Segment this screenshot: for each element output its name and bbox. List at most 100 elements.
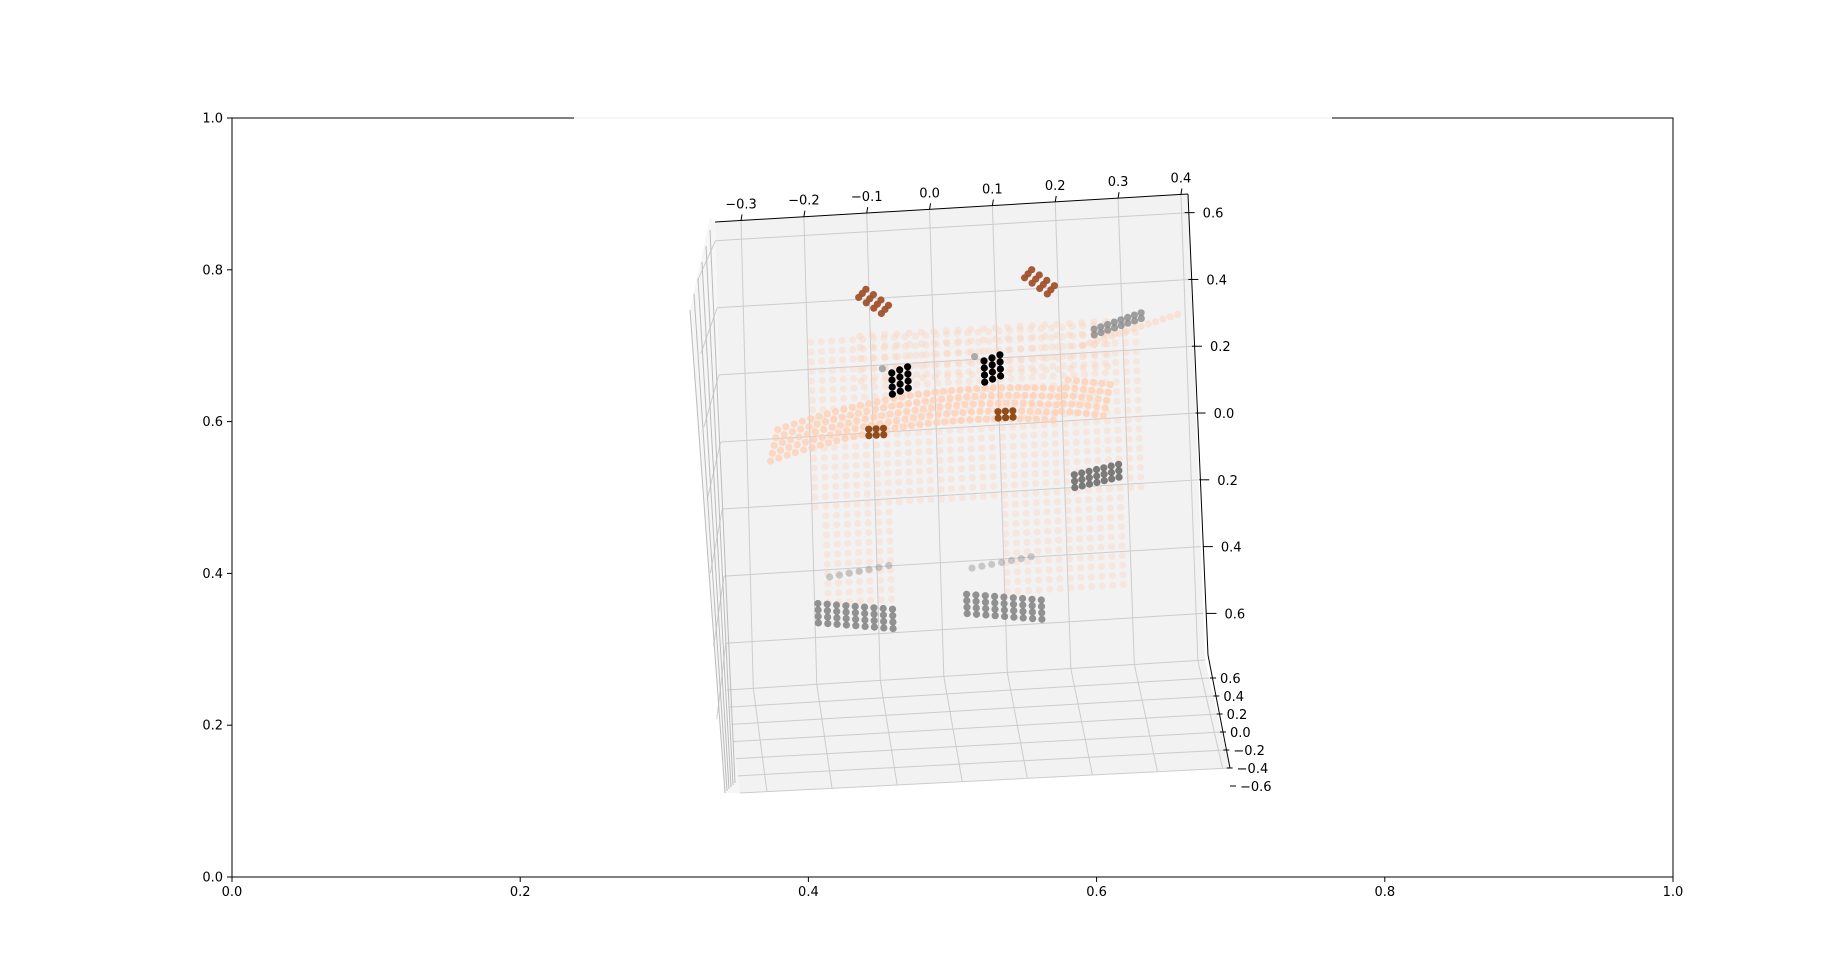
body-point-faint	[861, 393, 869, 401]
body-point-faint	[1065, 536, 1073, 544]
eye-point	[888, 390, 897, 398]
snout-point	[1091, 411, 1099, 419]
body-point-faint	[1132, 338, 1140, 346]
head-point	[1066, 353, 1074, 361]
z-tick-label-3d: 0.4	[1206, 273, 1227, 288]
body-point-faint	[1119, 561, 1127, 569]
hoof-point	[833, 607, 841, 616]
hoof-point	[814, 606, 822, 614]
body-point-faint	[842, 491, 851, 499]
body-point-faint	[988, 424, 996, 432]
snout-point	[981, 384, 989, 392]
back-point	[1137, 322, 1145, 330]
hoof-point	[833, 614, 841, 622]
body-point-faint	[1054, 527, 1062, 535]
snout-point	[1062, 384, 1071, 392]
eye-point	[981, 378, 989, 386]
ear-point	[862, 285, 870, 293]
snout-point	[984, 407, 992, 415]
grid-line-z	[717, 278, 1192, 309]
head-point	[882, 376, 890, 384]
body-point-faint	[1063, 487, 1072, 495]
eye-point	[888, 383, 896, 391]
body-point-faint	[985, 337, 993, 345]
hoof-point	[963, 610, 971, 618]
snout-point	[1066, 408, 1074, 416]
body-point-faint	[1010, 471, 1018, 479]
body-point-faint	[1091, 360, 1099, 368]
body-point-faint	[1112, 359, 1120, 367]
body-point-faint	[821, 492, 830, 501]
body-point-faint	[967, 435, 975, 443]
eye-point	[904, 384, 912, 392]
body-point-faint	[1020, 461, 1029, 469]
body-point-faint	[1031, 451, 1039, 459]
body-point-faint	[807, 358, 815, 366]
eye-point	[896, 380, 904, 388]
body-point-faint	[1027, 354, 1036, 362]
body-point-faint	[1065, 526, 1073, 534]
body-point-faint	[819, 396, 827, 404]
body-point-faint	[849, 365, 858, 373]
body-point-faint	[1106, 494, 1114, 502]
body-point-faint	[1086, 525, 1094, 533]
body-point-faint	[933, 369, 942, 377]
snout-point	[1079, 385, 1087, 393]
body-point-faint	[1134, 396, 1142, 404]
snout-point	[1098, 379, 1106, 387]
hoof-point	[851, 602, 859, 611]
hoof-point	[991, 592, 999, 601]
snout-point	[919, 405, 927, 413]
body-point-faint	[885, 508, 893, 516]
body-point-faint	[933, 360, 941, 368]
snout-point	[1086, 394, 1094, 402]
snout-point	[856, 401, 865, 409]
back-grey-point	[1117, 322, 1125, 330]
hoof-point	[814, 599, 822, 608]
snout-point	[770, 441, 778, 449]
snout-point	[884, 418, 893, 426]
body-point-faint	[1086, 544, 1095, 552]
spot-point	[1009, 413, 1017, 421]
shoulder-grey-point	[1093, 472, 1101, 480]
z-ticks-3d: 0.6 0.4 0.2 0.0 0.2 0.4 0.6	[1184, 207, 1245, 622]
body-point-faint	[1053, 488, 1061, 496]
snout-point	[1061, 392, 1069, 400]
body-point-faint	[1080, 360, 1088, 369]
hoof-point	[842, 615, 850, 623]
grid-line-y	[739, 767, 1231, 794]
snout-point	[963, 393, 971, 401]
body-point-faint	[905, 487, 914, 495]
body-point-faint	[957, 436, 965, 444]
hoof-point-faint	[835, 571, 844, 579]
body-point-faint	[923, 370, 931, 378]
body-point-faint	[1098, 572, 1106, 580]
hoof-point	[991, 599, 999, 607]
body-point-faint	[947, 475, 955, 483]
body-point-faint	[1075, 525, 1083, 533]
body-point-faint	[964, 329, 972, 337]
head-point	[857, 377, 865, 385]
snout-point	[1034, 407, 1042, 416]
body-point-faint	[1038, 363, 1046, 371]
back-grey-point	[1137, 309, 1145, 317]
head-point	[917, 328, 926, 336]
body-point-faint	[832, 492, 840, 500]
snout-point	[853, 417, 861, 425]
body-point-faint	[808, 377, 816, 385]
body-point-faint	[824, 579, 832, 588]
snout-point	[911, 406, 919, 414]
snout-point	[851, 425, 859, 433]
body-point-faint	[823, 560, 831, 568]
hoof-point	[832, 601, 841, 609]
snout-point	[838, 413, 846, 421]
body-point-faint	[1054, 517, 1062, 525]
eye-point	[988, 361, 996, 369]
body-point-faint	[916, 487, 924, 495]
body-point-faint	[893, 430, 901, 438]
ear-point	[1050, 282, 1058, 290]
x-tick-label-3d: −0.2	[788, 194, 820, 209]
body-point-faint	[957, 445, 965, 453]
hoof-point	[963, 590, 971, 598]
body-point-faint	[1054, 507, 1062, 515]
